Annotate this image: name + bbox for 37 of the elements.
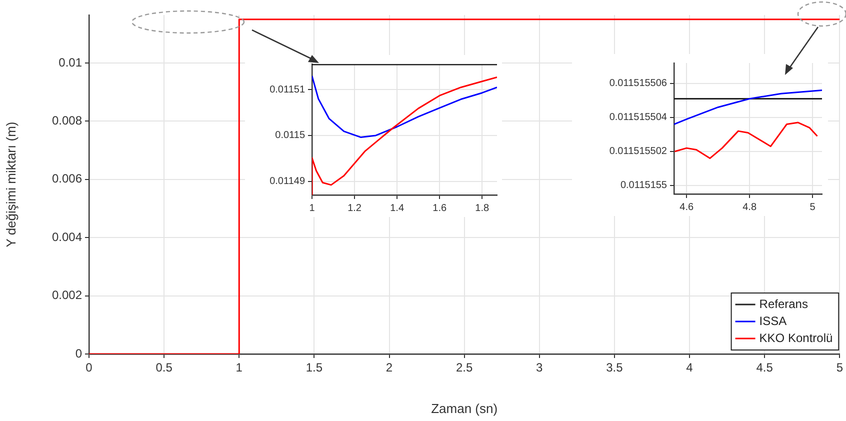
y-tick-label: 0.002 (52, 288, 82, 302)
x-tick-label: 1.2 (348, 202, 362, 214)
y-tick-label: 0.004 (52, 230, 82, 244)
y-tick-label: 0.011515504 (609, 112, 668, 124)
x-tick-label: 3.5 (606, 360, 624, 375)
y-tick-label: 0.0115 (275, 130, 306, 142)
y-tick-label: 0 (75, 346, 82, 360)
x-tick-label: 5 (836, 360, 844, 375)
x-tick-label: 3 (536, 360, 544, 375)
x-tick-label: 2.5 (456, 360, 473, 375)
x-tick-label: 2 (386, 360, 393, 375)
y-tick-label: 0.01 (58, 55, 82, 70)
legend-label: KKO Kontrolü (759, 330, 833, 345)
x-tick-label: 4.5 (756, 360, 774, 375)
y-tick-label: 0.0115155 (620, 180, 668, 192)
x-tick-label: 4 (686, 360, 694, 375)
y-axis-title: Y değişimi miktarı (m) (3, 122, 18, 248)
x-tick-label: 0 (86, 360, 93, 375)
y-tick-label: 0.006 (52, 172, 82, 186)
x-tick-label: 4.8 (742, 202, 757, 213)
y-tick-label: 0.01151 (270, 84, 306, 96)
legend-label: Referans (759, 296, 808, 311)
x-tick-label: 1 (236, 360, 243, 375)
y-tick-label: 0.011515506 (609, 78, 668, 90)
x-axis-title: Zaman (sn) (431, 400, 498, 416)
y-tick-label: 0.011515502 (609, 146, 668, 158)
x-tick-label: 1.8 (475, 202, 490, 214)
x-tick-label: 0.5 (156, 360, 173, 375)
legend-label: ISSA (759, 314, 787, 328)
x-tick-label: 4.6 (680, 202, 694, 213)
y-tick-label: 0.01149 (270, 176, 306, 188)
x-tick-label: 1.5 (306, 360, 323, 375)
x-tick-label: 5 (810, 202, 816, 213)
x-tick-label: 1.4 (390, 202, 404, 214)
x-tick-label: 1 (309, 202, 316, 214)
x-tick-label: 1.6 (432, 202, 447, 214)
y-tick-label: 0.008 (52, 114, 82, 128)
